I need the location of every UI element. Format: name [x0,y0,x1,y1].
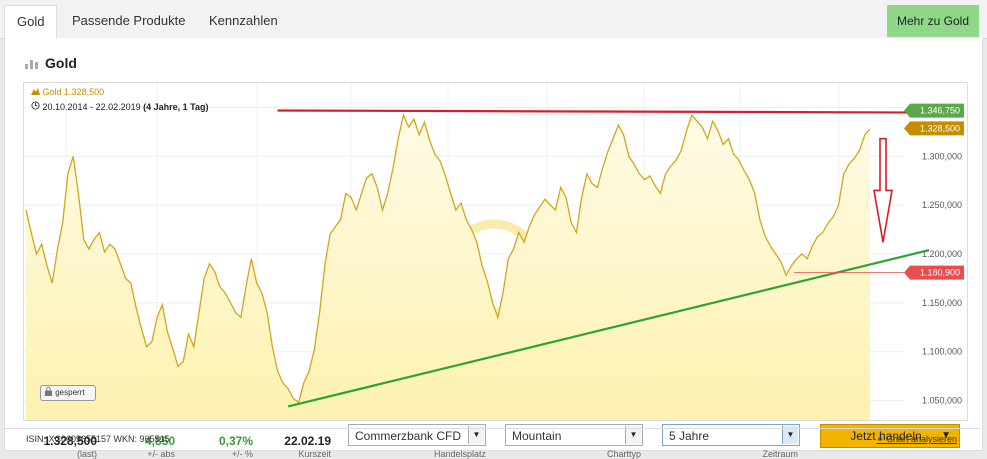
stat-abs-label: +/- abs [147,449,175,459]
handelsplatz-select[interactable]: Commerzbank CFD ▼ [348,424,486,446]
tab-gold[interactable]: Gold [4,5,58,39]
period-text: 20.10.2014 - 22.02.2019 [42,102,141,112]
isin-line: ISIN: XC0009655157 WKN: 965515 [26,434,170,444]
current-price-badge: 1.328,500 [920,123,960,133]
tab-bar: Gold Passende Produkte Kennzahlen Mehr z… [0,0,987,39]
price-area [26,115,870,420]
page-title-text: Gold [45,55,77,71]
stat-time-label: Kurszeit [298,449,331,459]
chart-analysieren-label: Chart analysieren [886,434,957,444]
chart-area[interactable]: 1.350,0001.300,0001.250,0001.200,0001.15… [23,82,968,421]
chevron-down-icon[interactable]: ▼ [625,426,641,444]
period-line: 20.10.2014 - 22.02.2019 (4 Jahre, 1 Tag) [31,100,208,115]
locked-badge: gesperrt [40,385,96,401]
stat-last-label: (last) [77,449,97,459]
y-tick-label: 1.100,000 [922,347,962,357]
instrument-line: Gold 1.328,500 [31,85,208,100]
y-tick-label: 1.200,000 [922,249,962,259]
y-tick-label: 1.050,000 [922,395,962,405]
handelsplatz-value: Commerzbank CFD [355,429,462,443]
page-title: Gold [25,55,77,71]
support-price-badge-bg [904,265,964,280]
stat-last-value: 1.328,500 [43,434,97,448]
chart-info: Gold 1.328,500 20.10.2014 - 22.02.2019 (… [31,85,208,115]
zeitraum-value: 5 Jahre [669,429,710,443]
tab-passende-produkte[interactable]: Passende Produkte [72,13,186,28]
caret-down-icon: ▼ [941,430,951,441]
price-line [25,113,871,404]
mehr-zu-gold-button[interactable]: Mehr zu Gold [887,5,979,37]
current-price-badge-bg [904,121,964,136]
zeitraum-label: Zeitraum [762,449,798,459]
stat-pct-label: +/- % [231,449,253,459]
charttyp-value: Mountain [512,429,562,443]
zeitraum-select[interactable]: 5 Jahre ▼ [662,424,800,446]
chevron-down-icon[interactable]: ▼ [782,426,798,444]
chart-panel: Gold 1.350,0001.300,0001.250,0001.200,00… [4,38,983,459]
handelsplatz-label: Handelsplatz [433,449,486,459]
charttyp-select[interactable]: Mountain ▼ [505,424,643,446]
down-arrow [873,137,893,243]
support-trendline [287,249,930,408]
bar-chart-icon [25,60,38,69]
interval-text: (4 Jahre, 1 Tag) [143,102,209,112]
resistance-price-badge: 1.346,750 [920,106,960,116]
lock-icon [44,387,53,396]
instrument-last: 1.328,500 [64,87,105,97]
gold-price-chart: 1.350,0001.300,0001.250,0001.200,0001.15… [24,83,964,420]
y-tick-label: 1.300,000 [922,151,962,161]
y-tick-label: 1.250,000 [922,200,962,210]
trade-label: Jetzt handeln [850,429,922,443]
chart-analysieren-link[interactable]: ⚭ Chart analysieren [876,429,957,449]
stat-abs-value: 4,850 [144,434,175,448]
link-icon: ⚭ [876,434,884,444]
stat-time-value: 22.02.19 [284,434,331,448]
instrument-name: Gold [42,87,62,97]
chevron-down-icon[interactable]: ▼ [468,426,484,444]
tab-kennzahlen[interactable]: Kennzahlen [209,13,278,28]
charttyp-label: Charttyp [606,449,641,459]
locked-label: gesperrt [55,388,85,397]
footer: ISIN: XC0009655157 WKN: 965515 ⚭ Chart a… [4,428,981,449]
resistance-trendline [277,109,945,114]
y-tick-label: 1.150,000 [922,298,962,308]
clock-icon [31,101,40,110]
stat-pct-value: 0,37% [218,434,253,448]
mountain-icon [31,88,40,95]
support-price-badge: 1.180,900 [920,268,960,278]
resistance-price-badge-bg [904,103,964,118]
